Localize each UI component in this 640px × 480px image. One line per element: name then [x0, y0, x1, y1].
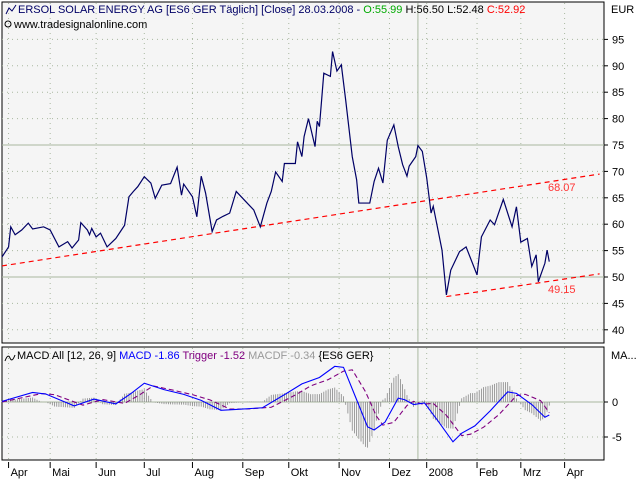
macd-title: MACD All [12, 26, 9] MACD -1.86 Trigger …: [17, 350, 374, 362]
month-label: Nov: [341, 467, 361, 479]
price-tick-label: 95: [612, 34, 624, 46]
month-label: 2008: [429, 467, 453, 479]
price-plot: 68.07 49.15: [1, 51, 600, 298]
month-label: Aug: [194, 467, 214, 479]
website-link[interactable]: www.tradesignalonline.com: [13, 19, 147, 31]
macd-line: [1, 365, 550, 443]
price-tick-label: 75: [612, 140, 624, 152]
axes: 95 90 85 80 75 70 65 60 55 50 45 40 Apr Mai Jun Jul Aug S…: [8, 34, 624, 479]
month-label: Jun: [98, 467, 116, 479]
macd-symbol: {ES6 GER}: [318, 350, 373, 362]
trendline-lower: [446, 273, 600, 298]
month-label: Mai: [52, 467, 70, 479]
copyright-icon: [4, 20, 12, 28]
macd-tick-label: 0: [612, 397, 618, 409]
open-value: O:55.99: [363, 4, 402, 16]
macd-axis-label: MA...: [611, 350, 637, 362]
line-chart-icon: [5, 4, 17, 15]
month-label: Okt: [291, 467, 308, 479]
price-panel: [1, 1, 605, 344]
trendline-label-upper: 68.07: [548, 182, 576, 194]
month-label: Jul: [146, 467, 160, 479]
price-tick-label: 85: [612, 87, 624, 99]
chart-title: ERSOL SOLAR ENERGY AG [ES6 GER Täglich] …: [18, 4, 525, 16]
price-line: [1, 51, 550, 296]
macd-tick-label: -5: [612, 432, 622, 444]
month-label: Apr: [11, 467, 28, 479]
low-value: L:52.48: [447, 4, 484, 16]
macdf-value: MACDF -0.34: [248, 350, 315, 362]
macd-panel: [1, 346, 605, 461]
month-label: Dez: [391, 467, 411, 479]
price-tick-label: 80: [612, 114, 624, 126]
trendline-label-lower: 49.15: [548, 284, 576, 296]
month-label: Apr: [567, 467, 584, 479]
symbol-info: [ES6 GER Täglich] [Close] 28.03.2008 -: [166, 4, 361, 16]
currency-label: EUR: [611, 4, 634, 16]
month-label: Feb: [479, 467, 498, 479]
price-tick-label: 60: [612, 219, 624, 231]
trendline-upper: [1, 173, 600, 267]
price-tick-label: 65: [612, 193, 624, 205]
macd-plot: [1, 365, 550, 448]
price-tick-label: 90: [612, 61, 624, 73]
price-tick-label: 45: [612, 298, 624, 310]
symbol-name: ERSOL SOLAR ENERGY AG: [18, 4, 163, 16]
macd-icon: [4, 354, 16, 362]
month-label: Mrz: [523, 467, 541, 479]
macd-name: MACD All [12, 26, 9]: [17, 350, 116, 362]
month-label: Sep: [245, 467, 265, 479]
price-tick-label: 55: [612, 246, 624, 258]
price-tick-label: 50: [612, 272, 624, 284]
macd-value: MACD -1.86: [119, 350, 180, 362]
price-tick-label: 40: [612, 325, 624, 337]
high-value: H:56.50: [405, 4, 444, 16]
price-tick-label: 70: [612, 166, 624, 178]
close-value: C:52.92: [487, 4, 526, 16]
trigger-value: Trigger -1.52: [183, 350, 246, 362]
